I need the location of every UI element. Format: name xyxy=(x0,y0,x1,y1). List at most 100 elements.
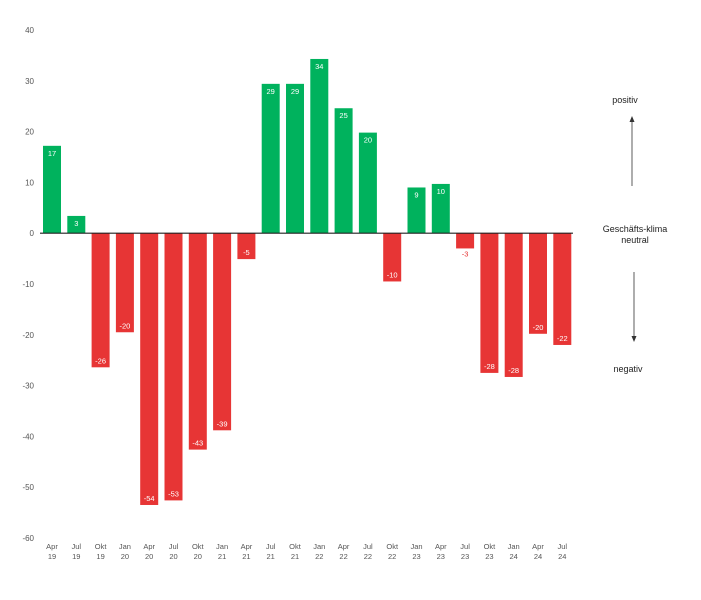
y-tick-label: 30 xyxy=(25,77,34,86)
x-tick-label-year: 21 xyxy=(218,552,226,561)
x-tick-label-year: 23 xyxy=(412,552,420,561)
data-label: -3 xyxy=(462,249,469,258)
up-arrowhead-icon xyxy=(629,116,635,122)
down-arrowhead-icon xyxy=(631,336,637,342)
y-tick-label: -50 xyxy=(22,483,34,492)
x-tick-label-month: Apr xyxy=(532,542,544,551)
legend-annotations: positiv Geschäfts-klima neutral negativ xyxy=(603,95,668,374)
data-label: 3 xyxy=(74,219,78,228)
x-tick-label-month: Apr xyxy=(338,542,350,551)
y-tick-label: 0 xyxy=(30,229,35,238)
y-tick-label: -20 xyxy=(22,331,34,340)
x-tick-label-year: 23 xyxy=(437,552,445,561)
x-tick-label-year: 19 xyxy=(96,552,104,561)
x-axis: Apr19Jul19Okt19Jan20Apr20Jul20Okt20Jan21… xyxy=(46,542,567,561)
negative-label: negativ xyxy=(613,364,643,374)
bar xyxy=(91,233,110,368)
x-tick-label-month: Apr xyxy=(46,542,58,551)
data-labels: 17 3 -26 -20 -54 -53 -43 -39 -5 29 29 34 25 20 -10 9 10 -… xyxy=(48,62,568,503)
x-tick-label-year: 22 xyxy=(315,552,323,561)
x-tick-label-year: 22 xyxy=(339,552,347,561)
x-tick-label-month: Jul xyxy=(558,542,568,551)
data-label: -20 xyxy=(119,321,130,330)
bar xyxy=(383,233,402,282)
x-tick-label-month: Jul xyxy=(266,542,276,551)
data-label: 25 xyxy=(339,111,347,120)
data-label: -10 xyxy=(387,270,398,279)
bar xyxy=(164,233,183,501)
x-tick-label-month: Jan xyxy=(313,542,325,551)
data-label: 9 xyxy=(414,190,418,199)
y-tick-label: -60 xyxy=(22,534,34,543)
x-tick-label-month: Okt xyxy=(484,542,497,551)
x-tick-label-year: 20 xyxy=(121,552,129,561)
data-label: -20 xyxy=(533,323,544,332)
data-label: -43 xyxy=(192,439,203,448)
bar xyxy=(334,108,353,234)
y-tick-label: -30 xyxy=(22,382,34,391)
x-tick-label-year: 22 xyxy=(364,552,372,561)
x-tick-label-year: 21 xyxy=(267,552,275,561)
bar xyxy=(67,215,86,234)
data-label: -53 xyxy=(168,489,179,498)
x-tick-label-month: Okt xyxy=(289,542,302,551)
bar xyxy=(261,83,280,234)
y-tick-label: -10 xyxy=(22,280,34,289)
data-label: -54 xyxy=(144,494,155,503)
y-tick-label: -40 xyxy=(22,432,34,441)
positive-label: positiv xyxy=(612,95,638,105)
bar xyxy=(358,132,377,234)
bar xyxy=(213,233,232,431)
x-tick-label-year: 20 xyxy=(194,552,202,561)
x-tick-label-month: Apr xyxy=(435,542,447,551)
neutral-label-line1: Geschäfts-klima xyxy=(603,224,668,234)
bar xyxy=(237,233,256,260)
y-tick-label: 20 xyxy=(25,128,34,137)
data-label: -5 xyxy=(243,248,250,257)
data-label: -22 xyxy=(557,334,568,343)
data-label: -28 xyxy=(508,366,519,375)
bar xyxy=(188,233,207,450)
bar xyxy=(140,233,159,505)
data-label: 17 xyxy=(48,149,56,158)
x-tick-label-month: Apr xyxy=(143,542,155,551)
y-tick-label: 40 xyxy=(25,26,34,35)
bar xyxy=(407,187,426,234)
bar xyxy=(456,233,475,249)
neutral-label-line2: neutral xyxy=(621,235,649,245)
x-tick-label-month: Jan xyxy=(216,542,228,551)
bar xyxy=(43,145,61,234)
y-tick-label: 10 xyxy=(25,178,34,187)
x-tick-label-year: 20 xyxy=(169,552,177,561)
data-label: -39 xyxy=(217,419,228,428)
bar xyxy=(480,233,499,373)
x-tick-label-month: Jul xyxy=(363,542,373,551)
x-tick-label-year: 22 xyxy=(388,552,396,561)
x-tick-label-month: Jul xyxy=(72,542,82,551)
bar xyxy=(286,83,304,234)
data-label: -28 xyxy=(484,362,495,371)
data-label: 29 xyxy=(267,87,275,96)
x-tick-label-month: Okt xyxy=(192,542,205,551)
x-tick-label-year: 24 xyxy=(534,552,542,561)
x-tick-label-month: Okt xyxy=(95,542,108,551)
bar xyxy=(310,58,329,234)
bars xyxy=(43,58,572,505)
x-tick-label-year: 23 xyxy=(461,552,469,561)
data-label: 10 xyxy=(437,187,445,196)
bar xyxy=(504,233,523,377)
x-tick-label-year: 19 xyxy=(72,552,80,561)
x-tick-label-month: Jul xyxy=(169,542,179,551)
x-tick-label-month: Jan xyxy=(410,542,422,551)
y-axis: 40 30 20 10 0 -10 -20 -30 -40 -50 -60 xyxy=(22,26,34,543)
data-label: -26 xyxy=(95,356,106,365)
x-tick-label-month: Jan xyxy=(119,542,131,551)
x-tick-label-year: 19 xyxy=(48,552,56,561)
x-tick-label-year: 24 xyxy=(558,552,566,561)
data-label: 34 xyxy=(315,62,323,71)
data-label: 20 xyxy=(364,136,372,145)
x-tick-label-year: 23 xyxy=(485,552,493,561)
x-tick-label-year: 21 xyxy=(291,552,299,561)
x-tick-label-year: 20 xyxy=(145,552,153,561)
